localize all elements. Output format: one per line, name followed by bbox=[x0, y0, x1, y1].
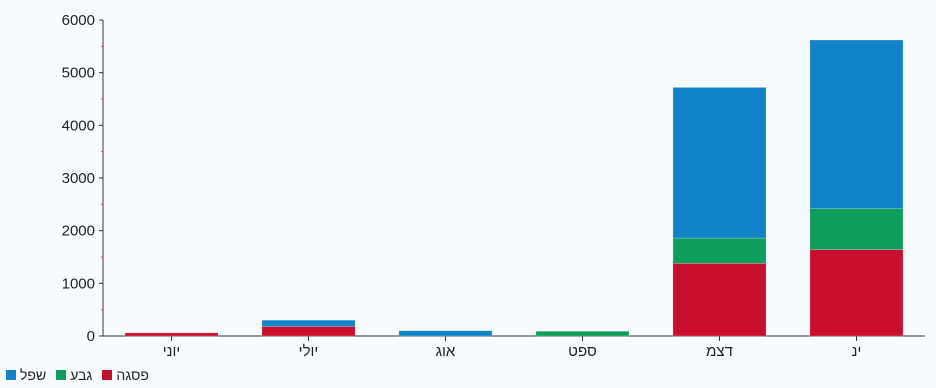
legend-item: גבע bbox=[56, 367, 92, 383]
legend-swatch bbox=[6, 370, 16, 380]
legend-item: פסגה bbox=[102, 367, 149, 383]
bar-segment bbox=[398, 330, 493, 337]
bars bbox=[124, 39, 904, 337]
x-tick-label: יולי bbox=[299, 343, 319, 360]
x-tick-label: ספט bbox=[568, 343, 597, 360]
y-tick-label: 0 bbox=[87, 328, 95, 345]
y-tick-label: 6000 bbox=[62, 12, 95, 29]
bar-segment bbox=[809, 39, 904, 209]
y-tick-label: 5000 bbox=[62, 65, 95, 82]
bar-segment bbox=[261, 319, 356, 327]
legend-label: גבע bbox=[70, 367, 93, 383]
bar-segment bbox=[672, 87, 767, 239]
bar-segment bbox=[809, 208, 904, 250]
legend-item: שפל bbox=[6, 367, 46, 383]
legend-swatch bbox=[56, 370, 67, 380]
legend: פסגה גבע שפל bbox=[6, 367, 149, 383]
y-tick-label: 1000 bbox=[62, 275, 95, 292]
legend-label: פסגה bbox=[116, 367, 149, 383]
legend-label: שפל bbox=[20, 367, 47, 383]
y-axis: 0 1000 2000 3000 4000 5000 6000 bbox=[62, 12, 104, 345]
bar-segment bbox=[809, 249, 904, 337]
y-tick-label: 2000 bbox=[62, 223, 95, 240]
x-tick-label: יוני bbox=[163, 343, 181, 360]
bar-segment bbox=[124, 332, 219, 337]
x-tick-label: דצמ bbox=[706, 343, 733, 360]
bar-segment bbox=[672, 237, 767, 264]
bar-segment bbox=[535, 330, 630, 337]
y-tick-label: 3000 bbox=[62, 170, 95, 187]
x-tick-label: אוג bbox=[436, 343, 456, 360]
bar-segment bbox=[261, 326, 356, 337]
x-tick-label: ינ bbox=[852, 343, 862, 360]
bar-segment bbox=[672, 263, 767, 337]
y-tick-label: 4000 bbox=[62, 117, 95, 134]
x-axis: יוני יולי אוג ספט דצמ ינ bbox=[103, 335, 925, 360]
legend-swatch bbox=[102, 370, 113, 380]
